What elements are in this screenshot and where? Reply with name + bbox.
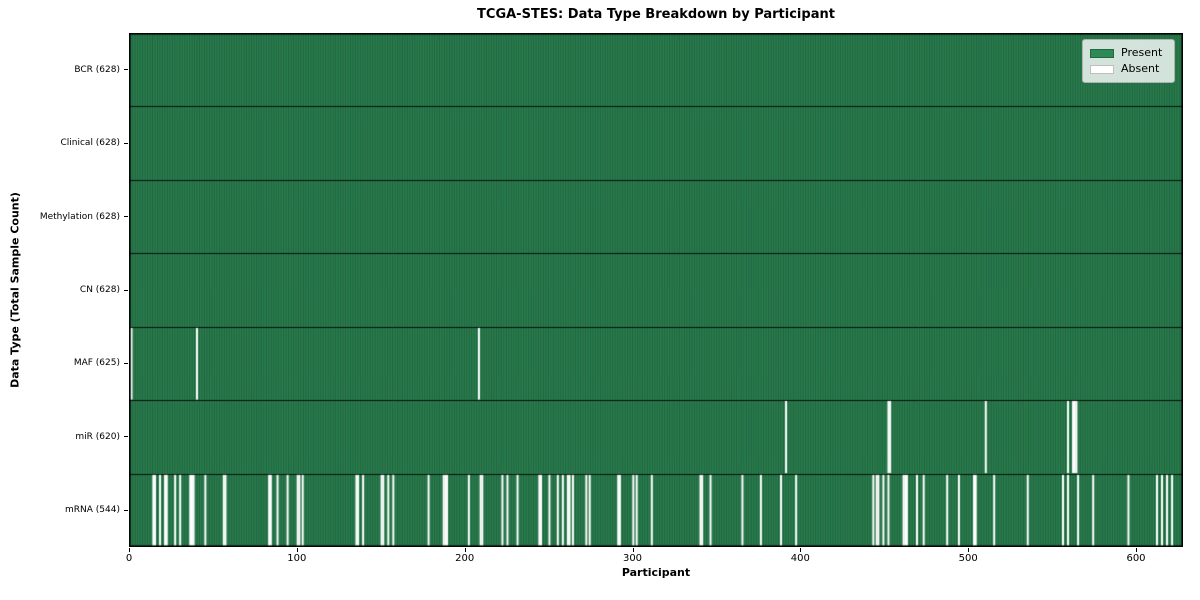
x-tick-mark <box>800 548 802 552</box>
y-tick-mark <box>124 216 128 218</box>
legend: Present Absent <box>1082 39 1175 83</box>
x-tick-mark <box>129 548 130 552</box>
x-tick-label: 200 <box>455 553 475 564</box>
y-tick-label: Methylation (628) <box>39 211 120 222</box>
y-tick-label: CN (628) <box>79 285 120 295</box>
y-tick-mark <box>124 289 128 291</box>
y-tick-mark <box>124 362 128 364</box>
x-tick-label: 400 <box>790 553 810 564</box>
x-tick-label: 500 <box>958 553 978 564</box>
y-tick-label: MAF (625) <box>73 358 120 369</box>
y-tick-mark <box>124 509 128 511</box>
y-tick-mark <box>124 142 128 144</box>
x-tick-mark <box>632 548 634 552</box>
y-tick-label: BCR (628) <box>74 64 120 75</box>
x-axis-label: Participant <box>621 566 691 579</box>
y-tick-mark <box>124 436 128 438</box>
x-tick-mark <box>1136 548 1137 552</box>
y-tick-mark <box>124 69 128 71</box>
x-tick-label: 600 <box>1126 553 1146 564</box>
present-swatch <box>1090 48 1114 58</box>
y-axis-label: Data Type (Total Sample Count) <box>8 192 22 388</box>
x-tick-mark <box>296 548 298 552</box>
x-tick-label: 0 <box>125 553 133 564</box>
x-tick-mark <box>464 548 466 552</box>
y-tick-label: Clinical (628) <box>60 138 120 149</box>
y-tick-label: miR (620) <box>75 431 120 442</box>
x-tick-mark <box>968 548 970 552</box>
legend-entry-present: Present <box>1090 45 1167 61</box>
legend-label-absent: Absent <box>1121 62 1160 75</box>
chart-title: TCGA-STES: Data Type Breakdown by Partic… <box>477 7 835 22</box>
legend-label-present: Present <box>1121 46 1163 59</box>
x-tick-label: 100 <box>287 553 307 564</box>
heatmap-canvas <box>129 33 1183 547</box>
legend-entry-absent: Absent <box>1090 61 1167 77</box>
x-tick-label: 300 <box>622 553 643 564</box>
y-tick-label: mRNA (544) <box>65 505 120 516</box>
absent-swatch <box>1090 64 1114 74</box>
